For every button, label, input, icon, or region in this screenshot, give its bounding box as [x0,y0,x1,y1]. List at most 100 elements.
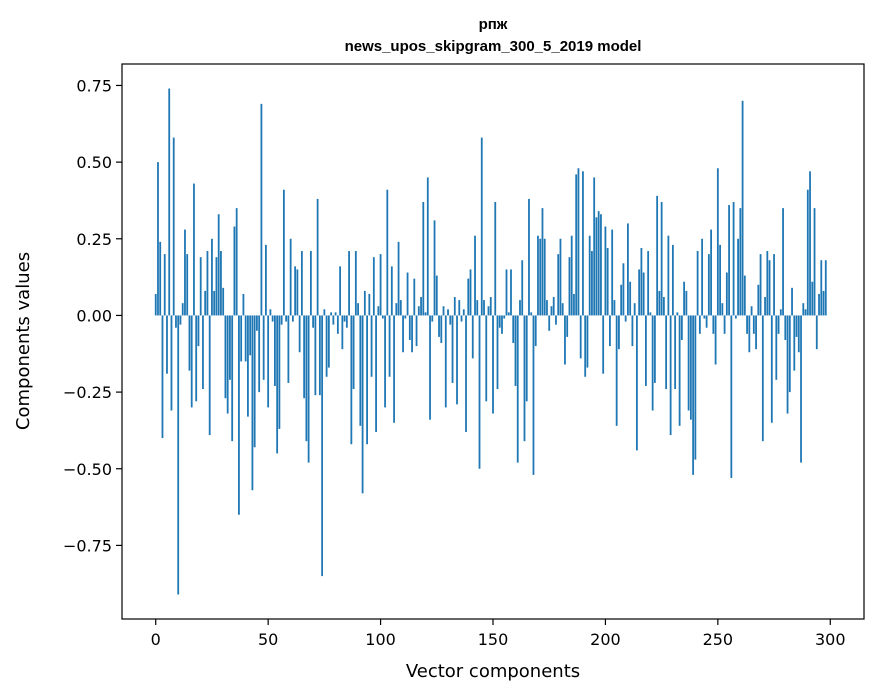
bar [395,303,398,316]
bar [820,260,823,316]
bar [370,315,373,377]
y-ticks: −0.75 −0.50 −0.25 0.00 0.25 0.50 0.75 [63,76,122,555]
bar [746,315,748,334]
bar [278,315,281,429]
bar [788,315,791,393]
bar [757,284,760,316]
bar [793,315,796,371]
bar [496,315,499,390]
bar [426,177,429,316]
bars [154,88,827,595]
bar [467,278,470,316]
bar [525,315,528,402]
bar [824,260,827,316]
bar [631,315,634,347]
bar [469,269,472,316]
bar [330,312,333,316]
bar [791,287,793,316]
bar [728,205,730,316]
bar [739,208,742,316]
bar [692,315,695,475]
bar [375,315,377,432]
y-tick-label: 0.50 [76,153,112,172]
bar [352,315,355,390]
bar [406,272,409,316]
bar [723,315,726,334]
bar [474,235,476,316]
bar [294,266,297,316]
bar [318,315,321,396]
bar [552,297,555,316]
bar [161,315,164,439]
bar [424,312,427,316]
bar [714,315,717,365]
bar [354,251,357,316]
bar [510,269,512,316]
bar [188,315,191,371]
bar [316,198,319,316]
bar [573,293,575,316]
bar [269,309,272,316]
bar [523,315,526,442]
bar [541,208,544,316]
bar [498,315,501,328]
bar [249,315,252,356]
bar [235,208,238,316]
bar [157,162,159,316]
bar [734,315,737,319]
bar [357,303,359,316]
bar [543,238,546,316]
x-tick-label: 0 [151,630,161,649]
x-tick-label: 200 [590,630,621,649]
bar [768,260,771,316]
bar [366,315,368,445]
bar [797,315,800,353]
bar [604,226,607,316]
bar [676,312,679,316]
bar [750,306,753,316]
bar [462,309,465,316]
x-tick-label: 150 [478,630,509,649]
bar [687,315,690,411]
bar [420,297,422,316]
x-tick-label: 100 [365,630,396,649]
x-tick-label: 50 [258,630,278,649]
bar [242,293,245,316]
x-ticks: 0 50 100 150 200 250 300 [151,619,846,649]
bar [442,306,445,316]
bar [384,315,386,408]
bar [505,269,508,316]
bar [584,315,587,377]
bar [586,315,589,368]
bar [665,315,668,390]
bar [818,293,820,316]
bar [280,315,283,325]
bar [208,315,211,436]
bar [224,315,227,399]
bar [782,208,784,316]
bar [202,315,204,390]
bar [770,315,773,423]
bar [206,251,209,316]
bar [417,306,420,316]
bar [800,315,802,463]
bar [766,251,769,316]
bar [503,315,506,319]
bar [653,315,656,383]
bar [478,315,481,469]
bar [811,281,814,316]
bar [577,168,580,316]
bar [512,315,515,344]
bar [561,303,564,316]
bar [381,315,384,319]
bar [600,214,602,316]
y-tick-label: −0.25 [63,383,112,402]
bar [557,254,560,316]
bar [685,290,688,316]
bar [287,315,290,383]
bar [197,315,200,347]
bar [550,306,553,316]
bar [465,315,467,432]
bar [359,315,362,426]
bar [343,315,346,322]
